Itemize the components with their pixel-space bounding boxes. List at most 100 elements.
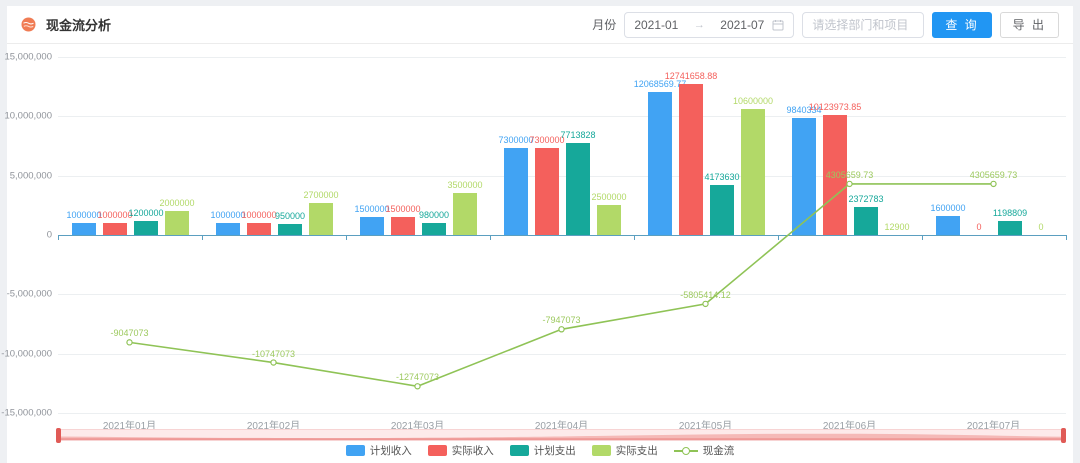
- bar-value-label: 7300000: [529, 135, 565, 146]
- line-point[interactable]: [702, 300, 709, 308]
- bar-value-label: 1000000: [210, 210, 246, 221]
- bar-计划支出[interactable]: [422, 223, 446, 235]
- legend-swatch: [345, 445, 365, 456]
- x-axis-tick: [345, 235, 347, 240]
- x-axis-label: 2021年02月: [246, 421, 301, 432]
- bar-计划收入[interactable]: [504, 148, 528, 235]
- x-axis-tick: [57, 235, 59, 240]
- bar-计划支出[interactable]: [710, 185, 734, 235]
- x-axis-label: 2021年03月: [390, 421, 445, 432]
- line-value-label: 4305659.73: [969, 169, 1018, 180]
- bar-value-label: 12068569.77: [633, 78, 687, 89]
- y-axis-label: -5,000,000: [6, 288, 52, 300]
- bar-value-label: 1000000: [66, 210, 102, 221]
- bar-计划收入[interactable]: [360, 217, 384, 235]
- line-point[interactable]: [414, 383, 421, 390]
- bar-value-label: 980000: [418, 210, 450, 221]
- legend-swatch: [427, 445, 447, 456]
- y-axis-label: -15,000,000: [1, 407, 52, 419]
- bar-value-label: 2700000: [303, 189, 339, 200]
- bar-value-label: 9840334: [786, 105, 822, 116]
- legend-label: 计划收入: [369, 445, 412, 457]
- bar-实际收入[interactable]: [391, 217, 415, 235]
- line-point[interactable]: [270, 359, 277, 366]
- bar-value-label: 1198809: [992, 207, 1028, 218]
- bar-计划收入[interactable]: [216, 223, 240, 235]
- bar-计划支出[interactable]: [134, 220, 158, 235]
- bar-value-label: 0: [976, 222, 982, 232]
- x-axis-tick: [921, 235, 923, 240]
- y-axis-label: 10,000,000: [4, 110, 52, 122]
- project-select-input[interactable]: [802, 11, 925, 38]
- line-point[interactable]: [846, 180, 853, 188]
- bar-计划收入[interactable]: [648, 91, 672, 235]
- bar-value-label: 12741658.88: [664, 70, 718, 81]
- legend-item-计划收入[interactable]: 计划收入: [345, 443, 412, 458]
- gridline: [57, 116, 1066, 118]
- x-axis-tick: [489, 235, 491, 240]
- legend-item-现金流[interactable]: 现金流: [673, 443, 734, 458]
- line-value-label: 4305659.73: [825, 169, 874, 180]
- datazoom-slider[interactable]: [56, 428, 1066, 443]
- x-axis-tick: [201, 235, 203, 240]
- x-axis-tick: [633, 235, 635, 240]
- bar-value-label: 10600000: [732, 96, 774, 107]
- month-filter-label: 月份: [592, 18, 617, 32]
- bar-实际收入[interactable]: [679, 83, 703, 235]
- line-point[interactable]: [990, 180, 997, 188]
- bar-计划支出[interactable]: [854, 206, 878, 235]
- y-axis-label: 15,000,000: [4, 51, 52, 63]
- line-value-label: -7947073: [542, 315, 581, 326]
- bar-实际收入[interactable]: [535, 148, 559, 235]
- datazoom-right-handle[interactable]: [1061, 428, 1066, 443]
- legend-label: 计划支出: [533, 445, 576, 457]
- bar-实际支出[interactable]: [453, 193, 477, 235]
- line-point[interactable]: [126, 339, 133, 346]
- bar-实际支出[interactable]: [309, 202, 333, 235]
- legend-line-dot: [681, 447, 690, 455]
- date-range-picker[interactable]: 2021-01 → 2021-07: [624, 11, 795, 38]
- y-axis-label: -10,000,000: [1, 348, 52, 360]
- gridline: [57, 353, 1066, 355]
- y-axis-label: 0: [46, 229, 52, 241]
- date-end-value[interactable]: 2021-07: [720, 17, 765, 32]
- bar-value-label: 950000: [274, 210, 306, 221]
- date-range-arrow-icon: →: [693, 18, 705, 31]
- bar-计划收入[interactable]: [792, 118, 816, 235]
- page-title: 现金流分析: [46, 18, 112, 33]
- bar-计划收入[interactable]: [936, 216, 960, 235]
- calendar-icon: [772, 19, 784, 30]
- legend-item-实际收入[interactable]: 实际收入: [427, 443, 494, 458]
- chart-legend: 计划收入 实际收入 计划支出 实际支出 现金流: [0, 443, 1080, 458]
- bar-value-label: 7713828: [560, 130, 596, 141]
- bar-value-label: 2500000: [591, 192, 627, 203]
- bar-计划支出[interactable]: [278, 223, 302, 235]
- date-start-value[interactable]: 2021-01: [634, 17, 679, 32]
- bar-实际收入[interactable]: [247, 223, 271, 235]
- export-button[interactable]: 导 出: [999, 11, 1059, 38]
- line-point[interactable]: [558, 326, 565, 333]
- bar-实际支出[interactable]: [597, 205, 621, 235]
- bar-计划支出[interactable]: [566, 143, 590, 235]
- gridline: [57, 413, 1066, 414]
- bar-计划支出[interactable]: [998, 220, 1022, 235]
- legend-swatch: [509, 445, 529, 456]
- legend-item-实际支出[interactable]: 实际支出: [591, 443, 658, 458]
- line-value-label: -10747073: [251, 348, 296, 359]
- app-header: 现金流分析 月份 2021-01 → 2021-07 查 询 导 出: [7, 6, 1073, 44]
- cashflow-app-icon: [21, 17, 36, 32]
- bar-实际支出[interactable]: [741, 109, 765, 235]
- bar-实际支出[interactable]: [165, 211, 189, 235]
- bar-value-label: 1000000: [241, 210, 277, 221]
- query-button[interactable]: 查 询: [932, 11, 992, 38]
- bar-实际收入[interactable]: [103, 223, 127, 235]
- legend-item-计划支出[interactable]: 计划支出: [509, 443, 576, 458]
- bar-value-label: 10123973.85: [808, 101, 862, 112]
- datazoom-left-handle[interactable]: [56, 428, 61, 443]
- bar-value-label: 4173630: [704, 172, 740, 183]
- bar-value-label: 1600000: [930, 203, 966, 213]
- bar-计划收入[interactable]: [72, 223, 96, 235]
- x-axis-label: 2021年06月: [822, 421, 877, 432]
- x-axis-label: 2021年01月: [102, 421, 157, 432]
